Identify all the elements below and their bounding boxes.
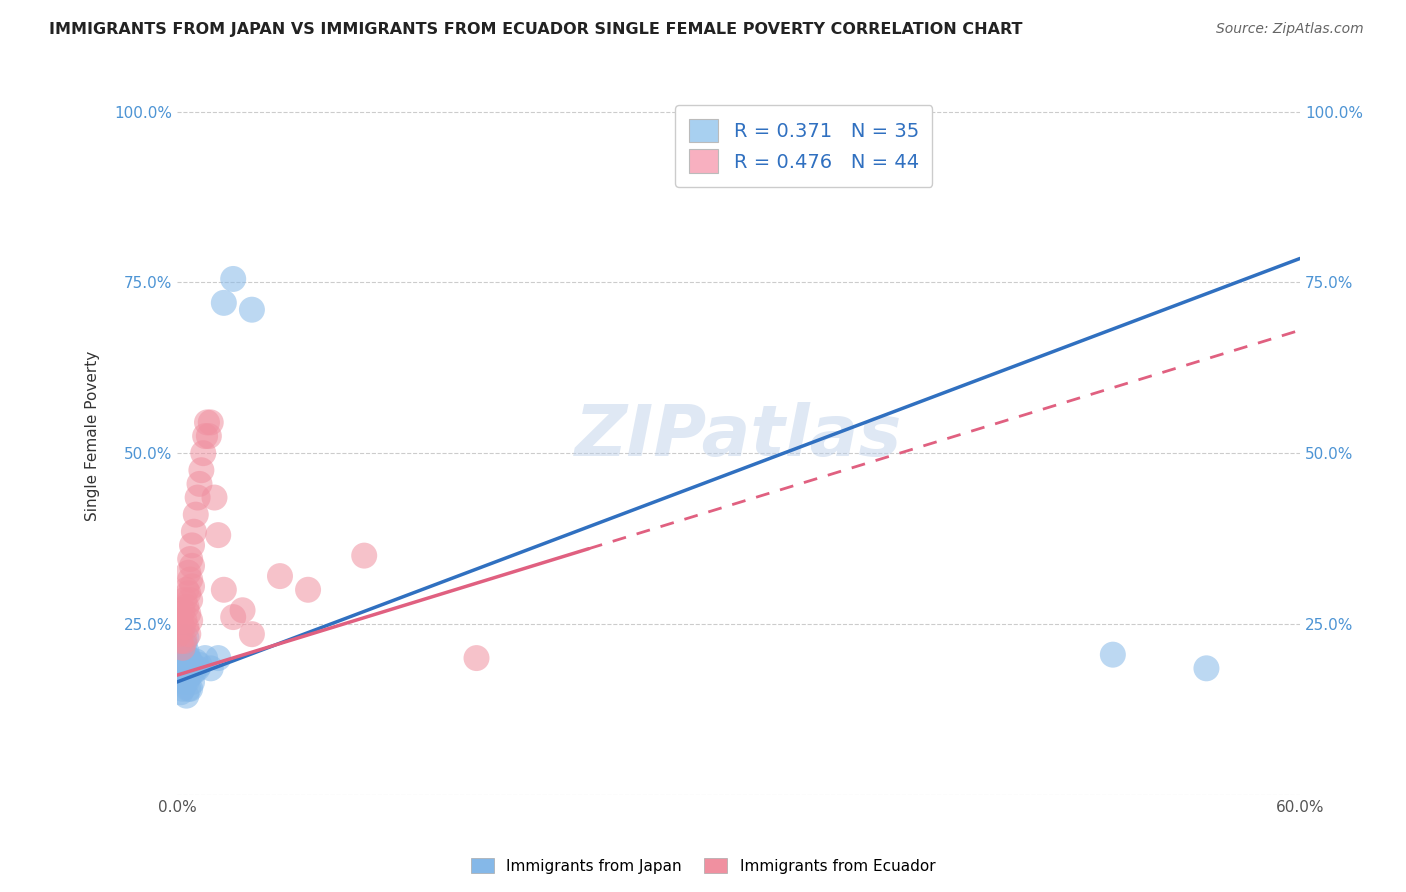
Point bbox=[183, 665, 205, 679]
Point bbox=[173, 637, 195, 651]
Point bbox=[172, 620, 194, 634]
Point bbox=[188, 476, 211, 491]
Point bbox=[222, 610, 245, 624]
Point bbox=[179, 681, 201, 696]
Point bbox=[195, 416, 218, 430]
Point bbox=[177, 627, 200, 641]
Point bbox=[179, 593, 201, 607]
Point bbox=[194, 429, 217, 443]
Point bbox=[176, 582, 198, 597]
Point bbox=[170, 614, 193, 628]
Point bbox=[176, 620, 198, 634]
Point bbox=[173, 593, 195, 607]
Point bbox=[177, 586, 200, 600]
Point bbox=[184, 508, 207, 522]
Point bbox=[176, 675, 198, 690]
Point bbox=[187, 491, 209, 505]
Point bbox=[190, 463, 212, 477]
Point bbox=[172, 661, 194, 675]
Point bbox=[240, 627, 263, 641]
Point bbox=[172, 644, 194, 658]
Point bbox=[207, 651, 229, 665]
Point bbox=[1195, 661, 1218, 675]
Point bbox=[176, 657, 198, 672]
Point bbox=[204, 491, 226, 505]
Point bbox=[187, 661, 209, 675]
Legend: Immigrants from Japan, Immigrants from Ecuador: Immigrants from Japan, Immigrants from E… bbox=[464, 852, 942, 880]
Point bbox=[183, 524, 205, 539]
Y-axis label: Single Female Poverty: Single Female Poverty bbox=[86, 351, 100, 521]
Point bbox=[176, 644, 198, 658]
Point bbox=[173, 614, 195, 628]
Point bbox=[232, 603, 254, 617]
Point bbox=[167, 651, 190, 665]
Point bbox=[177, 681, 200, 696]
Text: IMMIGRANTS FROM JAPAN VS IMMIGRANTS FROM ECUADOR SINGLE FEMALE POVERTY CORRELATI: IMMIGRANTS FROM JAPAN VS IMMIGRANTS FROM… bbox=[49, 22, 1022, 37]
Point bbox=[181, 675, 204, 690]
Point bbox=[181, 579, 204, 593]
Point bbox=[177, 607, 200, 621]
Point bbox=[167, 672, 190, 686]
Point bbox=[179, 614, 201, 628]
Point bbox=[170, 661, 193, 675]
Point bbox=[177, 566, 200, 580]
Point bbox=[465, 651, 488, 665]
Point bbox=[176, 689, 198, 703]
Point bbox=[177, 651, 200, 665]
Point bbox=[181, 558, 204, 573]
Point bbox=[181, 657, 204, 672]
Point bbox=[173, 675, 195, 690]
Point bbox=[167, 627, 190, 641]
Point bbox=[269, 569, 291, 583]
Point bbox=[176, 631, 198, 645]
Point bbox=[200, 661, 222, 675]
Point bbox=[179, 655, 201, 669]
Point bbox=[170, 685, 193, 699]
Point bbox=[167, 607, 190, 621]
Point bbox=[184, 655, 207, 669]
Point bbox=[173, 634, 195, 648]
Point bbox=[181, 538, 204, 552]
Point bbox=[172, 640, 194, 655]
Point bbox=[240, 302, 263, 317]
Point bbox=[179, 668, 201, 682]
Point bbox=[179, 573, 201, 587]
Point bbox=[1102, 648, 1125, 662]
Point bbox=[198, 429, 221, 443]
Point bbox=[212, 296, 235, 310]
Text: ZIPatlas: ZIPatlas bbox=[575, 401, 903, 471]
Point bbox=[188, 657, 211, 672]
Legend: R = 0.371   N = 35, R = 0.476   N = 44: R = 0.371 N = 35, R = 0.476 N = 44 bbox=[675, 105, 932, 186]
Point bbox=[173, 655, 195, 669]
Point bbox=[176, 599, 198, 614]
Point bbox=[297, 582, 319, 597]
Point bbox=[194, 651, 217, 665]
Point bbox=[212, 582, 235, 597]
Text: Source: ZipAtlas.com: Source: ZipAtlas.com bbox=[1216, 22, 1364, 37]
Point bbox=[193, 446, 215, 460]
Point bbox=[170, 634, 193, 648]
Point bbox=[177, 668, 200, 682]
Point bbox=[353, 549, 375, 563]
Point bbox=[172, 603, 194, 617]
Point bbox=[207, 528, 229, 542]
Point bbox=[179, 552, 201, 566]
Point bbox=[172, 681, 194, 696]
Point bbox=[222, 272, 245, 286]
Point bbox=[200, 416, 222, 430]
